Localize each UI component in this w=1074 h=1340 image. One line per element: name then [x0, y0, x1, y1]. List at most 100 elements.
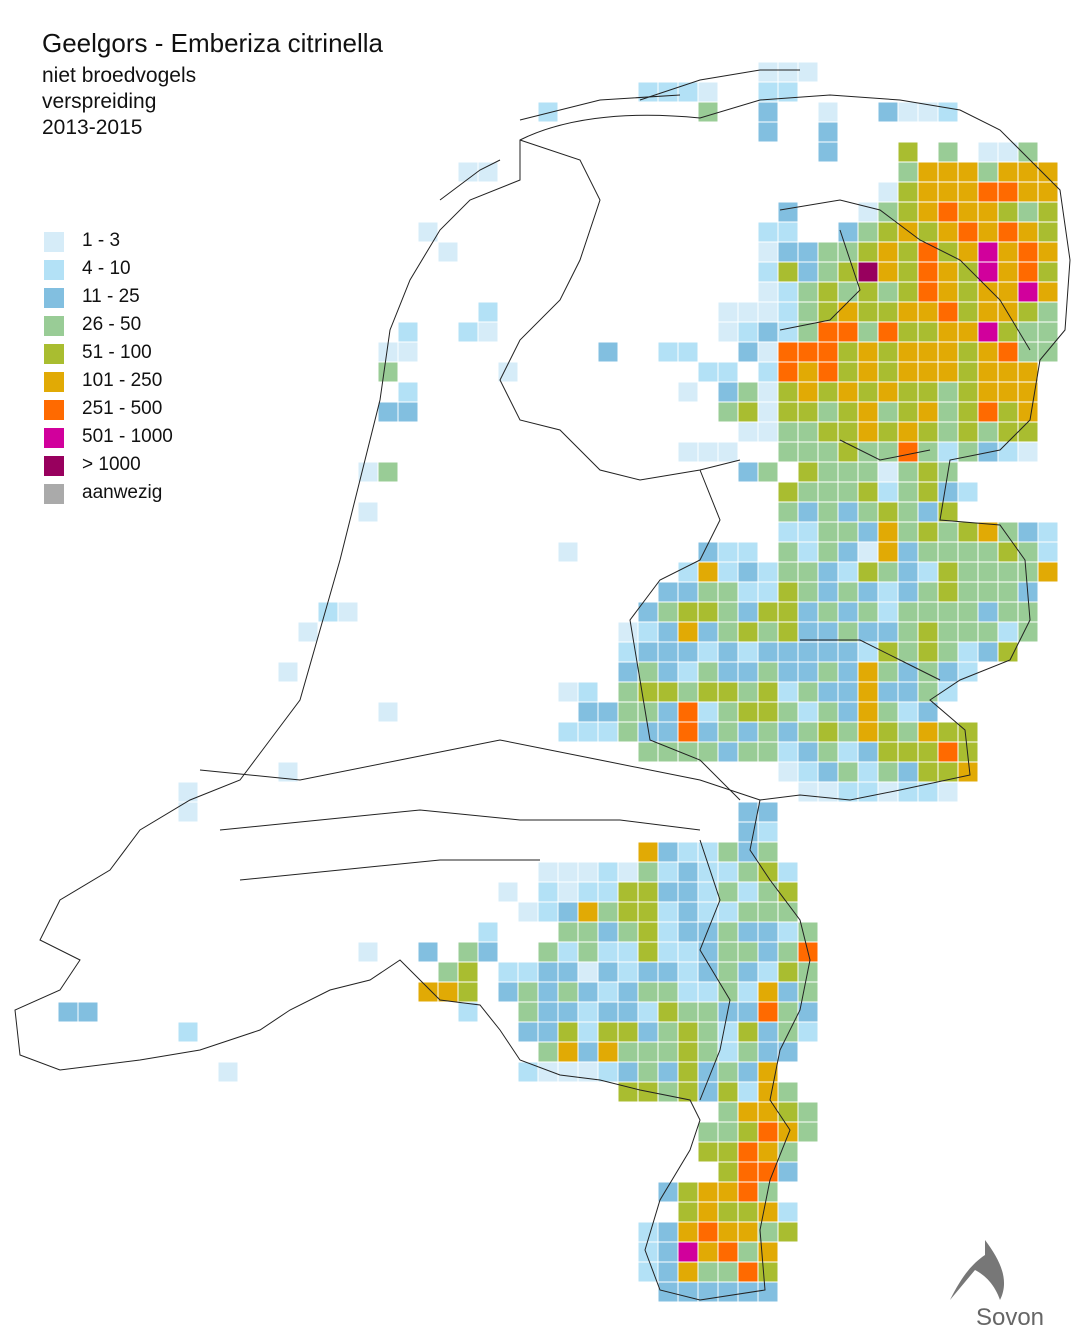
grid-cell: [777, 441, 799, 463]
legend-label: 501 - 1000: [82, 426, 173, 447]
grid-cell: [837, 521, 859, 543]
grid-cell: [517, 1001, 539, 1023]
grid-cell: [737, 1201, 759, 1223]
grid-cell: [897, 581, 919, 603]
grid-cell: [797, 561, 819, 583]
grid-cell: [757, 801, 779, 823]
grid-cell: [817, 441, 839, 463]
grid-cell: [677, 441, 699, 463]
grid-cell: [877, 321, 899, 343]
grid-cell: [757, 361, 779, 383]
grid-cell: [757, 881, 779, 903]
grid-cell: [937, 141, 959, 163]
grid-cell: [757, 901, 779, 923]
grid-cell: [677, 1221, 699, 1243]
grid-cell: [757, 741, 779, 763]
grid-cell: [817, 321, 839, 343]
grid-cell: [1017, 181, 1039, 203]
grid-cell: [817, 561, 839, 583]
grid-cell: [637, 621, 659, 643]
grid-cell: [917, 701, 939, 723]
grid-cell: [797, 701, 819, 723]
grid-cell: [817, 101, 839, 123]
grid-cell: [637, 961, 659, 983]
grid-cell: [777, 921, 799, 943]
grid-cell: [957, 761, 979, 783]
grid-cell: [697, 1001, 719, 1023]
grid-cell: [1037, 521, 1059, 543]
grid-cell: [737, 1161, 759, 1183]
grid-cell: [737, 1141, 759, 1163]
grid-cell: [717, 381, 739, 403]
grid-cell: [917, 221, 939, 243]
grid-cell: [757, 1121, 779, 1143]
grid-cell: [777, 941, 799, 963]
grid-cell: [497, 881, 519, 903]
grid-cell: [737, 561, 759, 583]
grid-cell: [717, 1281, 739, 1303]
grid-cell: [957, 641, 979, 663]
grid-cell: [777, 861, 799, 883]
grid-cell: [837, 381, 859, 403]
grid-cell: [717, 1021, 739, 1043]
grid-cell: [837, 361, 859, 383]
grid-cell: [637, 921, 659, 943]
grid-cell: [737, 961, 759, 983]
grid-cell: [937, 301, 959, 323]
grid-cell: [777, 1201, 799, 1223]
grid-cell: [477, 161, 499, 183]
grid-cell: [997, 281, 1019, 303]
grid-cell: [997, 401, 1019, 423]
grid-cell: [677, 1201, 699, 1223]
grid-cell: [917, 661, 939, 683]
grid-cell: [917, 541, 939, 563]
grid-cell: [897, 261, 919, 283]
grid-cell: [677, 941, 699, 963]
legend-label: 1 - 3: [82, 230, 120, 251]
grid-cell: [477, 301, 499, 323]
grid-cell: [757, 961, 779, 983]
grid-cell: [737, 621, 759, 643]
grid-cell: [997, 201, 1019, 223]
grid-cell: [657, 841, 679, 863]
grid-cell: [877, 521, 899, 543]
grid-cell: [297, 621, 319, 643]
grid-cell: [377, 401, 399, 423]
grid-cell: [857, 441, 879, 463]
grid-cell: [937, 161, 959, 183]
grid-cell: [797, 441, 819, 463]
grid-cell: [597, 961, 619, 983]
grid-cell: [777, 361, 799, 383]
grid-cell: [937, 661, 959, 683]
grid-cell: [997, 221, 1019, 243]
grid-cell: [757, 981, 779, 1003]
legend-label: 251 - 500: [82, 398, 162, 419]
grid-cell: [817, 661, 839, 683]
grid-cell: [177, 781, 199, 803]
grid-cell: [737, 581, 759, 603]
grid-cell: [597, 341, 619, 363]
grid-cell: [977, 221, 999, 243]
grid-cell: [917, 521, 939, 543]
grid-cell: [857, 701, 879, 723]
grid-cell: [757, 1041, 779, 1063]
grid-cell: [617, 1041, 639, 1063]
grid-cell: [1017, 341, 1039, 363]
subtitle: 2013-2015: [42, 116, 142, 139]
grid-cell: [957, 661, 979, 683]
grid-cell: [977, 261, 999, 283]
grid-cell: [797, 661, 819, 683]
grid-cell: [937, 721, 959, 743]
grid-cell: [957, 561, 979, 583]
grid-cell: [897, 601, 919, 623]
grid-cell: [537, 101, 559, 123]
grid-cell: [937, 481, 959, 503]
grid-cell: [1037, 201, 1059, 223]
grid-cell: [837, 661, 859, 683]
grid-cell: [597, 1021, 619, 1043]
grid-cell: [757, 1101, 779, 1123]
grid-cell: [677, 1181, 699, 1203]
grid-cell: [837, 501, 859, 523]
grid-cell: [777, 1041, 799, 1063]
grid-cell: [717, 561, 739, 583]
